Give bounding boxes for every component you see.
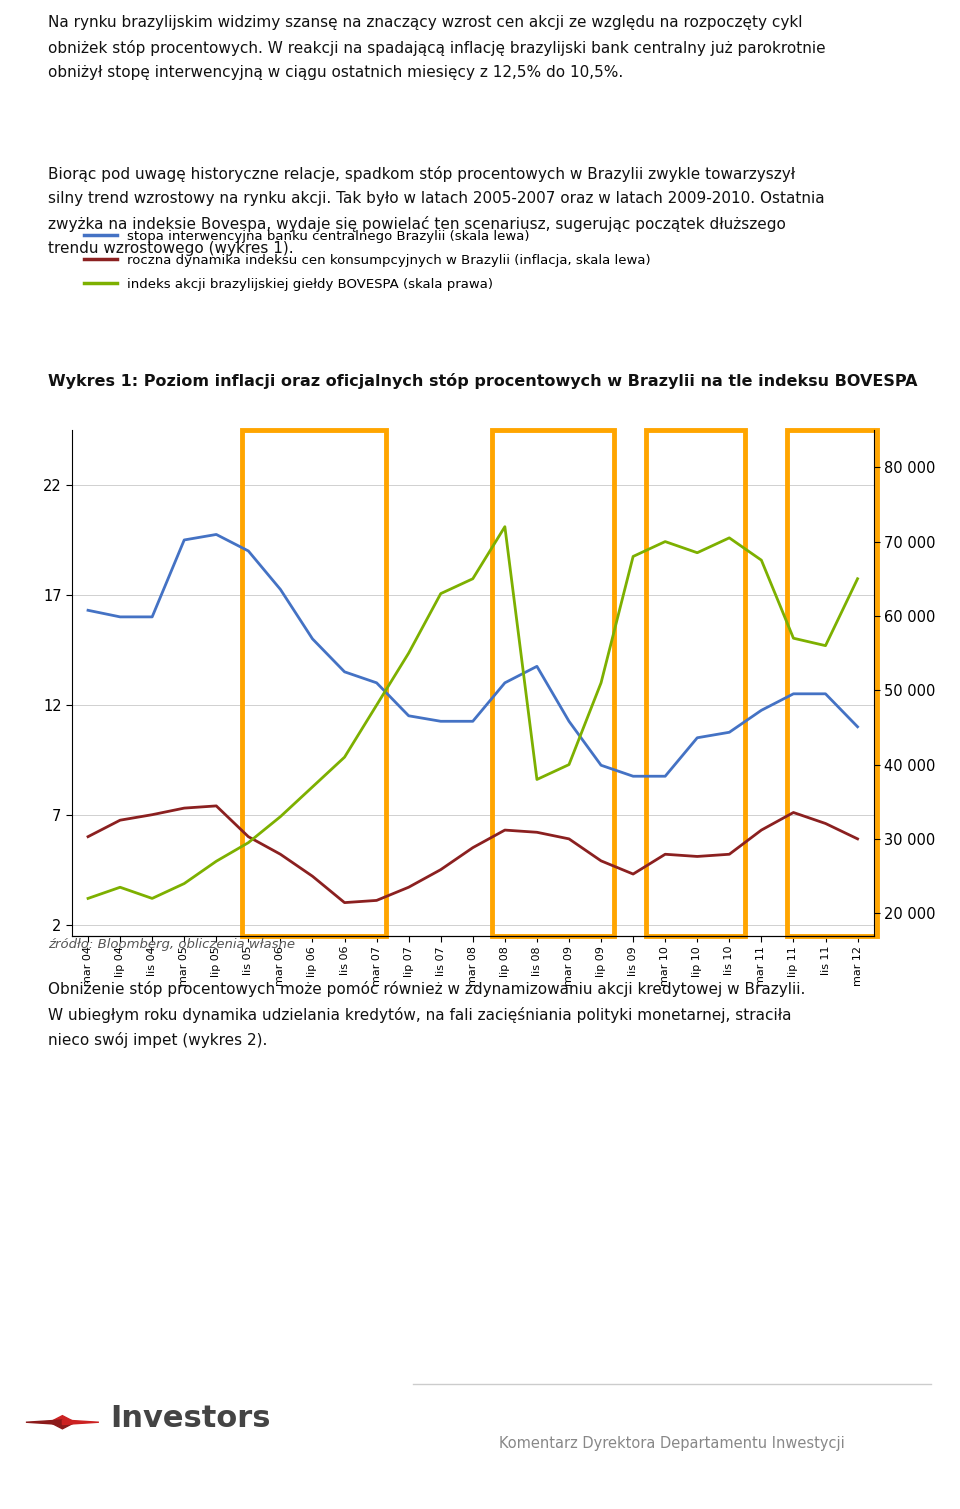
Polygon shape (50, 1415, 75, 1421)
Polygon shape (62, 1420, 99, 1424)
Legend: stopa interwencyjna banku centralnego Brazylii (skala lewa), roczna dynamika ind: stopa interwencyjna banku centralnego Br… (79, 225, 657, 296)
Text: Biorąc pod uwagę historyczne relacje, spadkom stóp procentowych w Brazylii zwykl: Biorąc pod uwagę historyczne relacje, sp… (48, 166, 825, 255)
Bar (787, 430, 876, 936)
Text: Obniżenie stóp procentowych może pomóc również w zdynamizowaniu akcji kredytowej: Obniżenie stóp procentowych może pomóc r… (48, 981, 805, 1049)
Bar (492, 430, 613, 936)
Text: Wykres 1: Poziom inflacji oraz oficjalnych stóp procentowych w Brazylii na tle i: Wykres 1: Poziom inflacji oraz oficjalny… (48, 373, 918, 389)
Bar (646, 430, 745, 936)
Text: Komentarz Dyrektora Departamentu Inwestycji: Komentarz Dyrektora Departamentu Inwesty… (499, 1435, 845, 1450)
Text: Na rynku brazylijskim widzimy szansę na znaczący wzrost cen akcji ze względu na : Na rynku brazylijskim widzimy szansę na … (48, 15, 826, 80)
Text: źródło: Bloomberg, obliczenia własne: źródło: Bloomberg, obliczenia własne (48, 939, 295, 951)
Text: Investors: Investors (110, 1405, 271, 1434)
Polygon shape (26, 1420, 62, 1424)
Polygon shape (50, 1421, 75, 1429)
Bar (242, 430, 386, 936)
